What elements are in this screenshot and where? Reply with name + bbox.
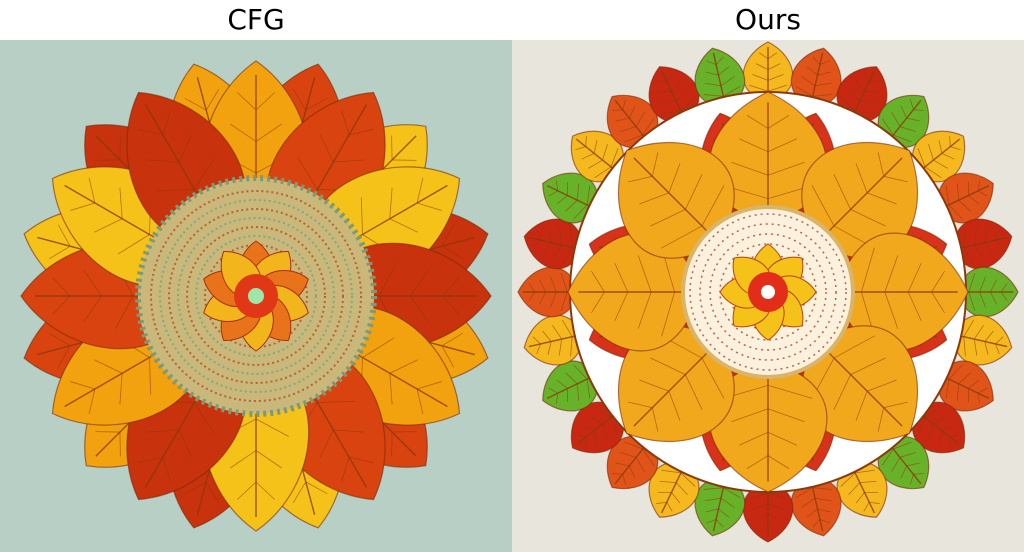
ours-border-leaf — [952, 218, 1013, 270]
ours-center-dot — [761, 285, 775, 299]
ours-panel-title: Ours — [735, 3, 801, 36]
ours-main-leaf — [801, 141, 919, 259]
ours-main-leaf — [708, 361, 828, 493]
cfg-center-dot — [248, 288, 264, 304]
ours-border-leaf — [648, 66, 700, 123]
ours-border-leaf — [937, 172, 994, 224]
ours-image-panel — [512, 40, 1024, 552]
ours-border-leaf — [648, 461, 700, 518]
ours-main-leaf — [801, 325, 919, 443]
cfg-image-panel — [0, 40, 512, 552]
ours-border-leaf — [937, 360, 994, 412]
ours-border-leaf — [790, 47, 842, 108]
header-bar: CFG Ours — [0, 0, 1024, 40]
ours-leaf-mandala-image — [512, 40, 1024, 552]
ours-border-leaf — [836, 66, 888, 123]
ours-border-leaf — [523, 218, 584, 270]
ours-leaf-ring — [567, 91, 969, 493]
ours-border-leaf — [957, 266, 1019, 318]
ours-border-leaf — [952, 314, 1013, 366]
cfg-leaf-mandala-image — [0, 40, 512, 552]
ours-border-leaf — [523, 314, 584, 366]
cfg-panel-title: CFG — [227, 3, 285, 36]
ours-main-leaf — [617, 141, 735, 259]
